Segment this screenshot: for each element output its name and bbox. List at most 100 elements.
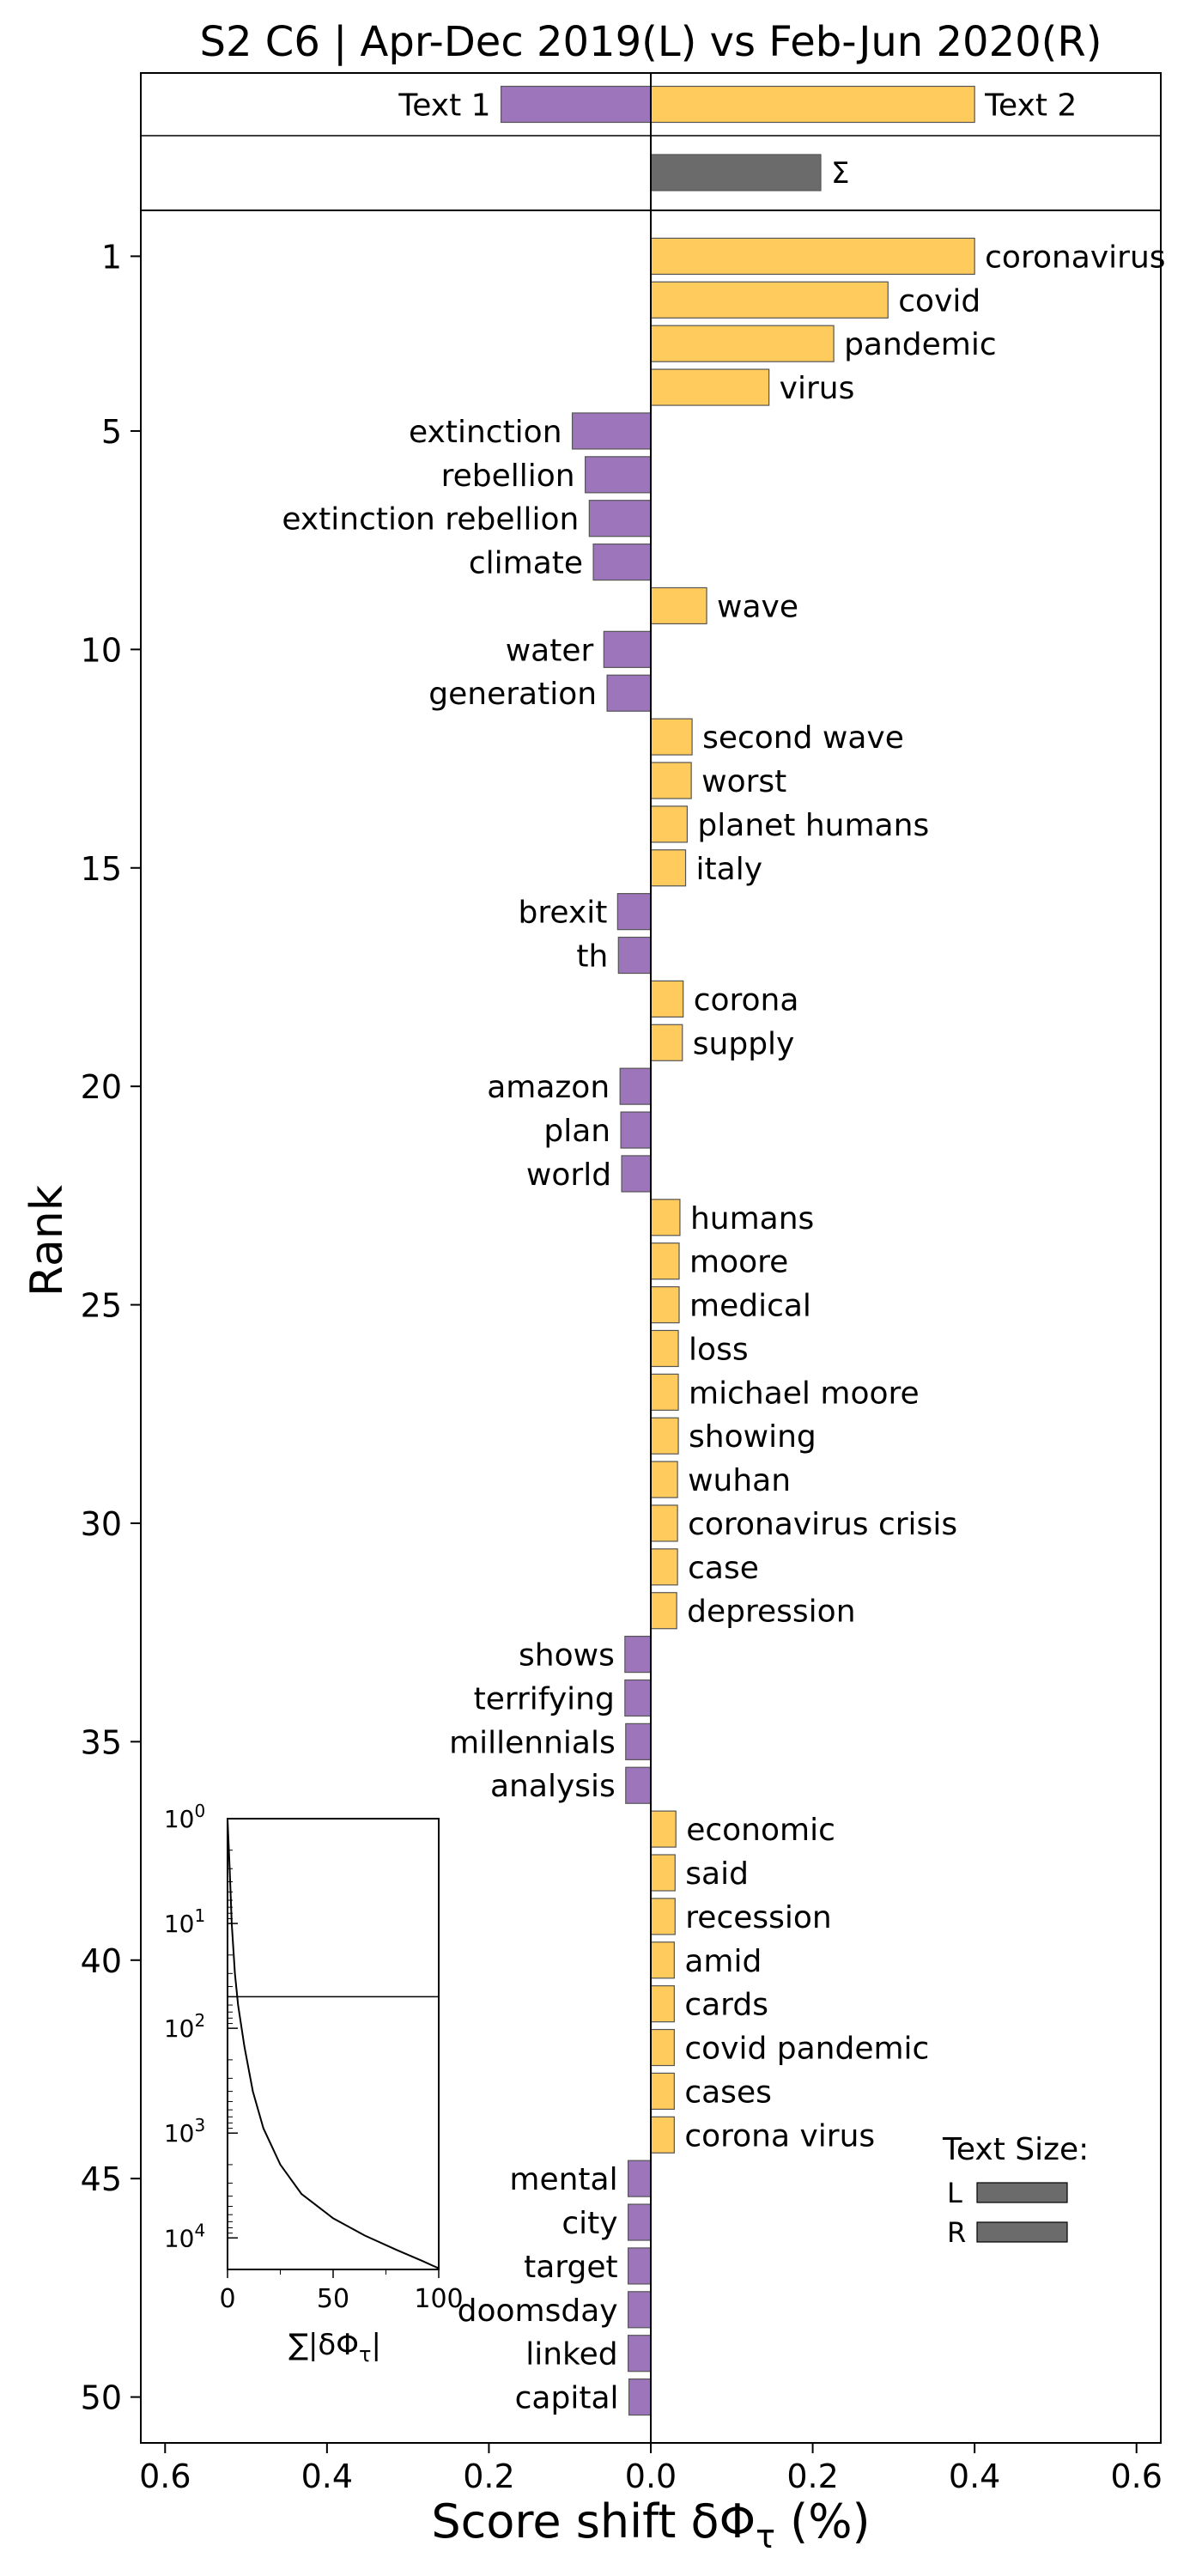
word-bar-rank-46 <box>627 2203 652 2241</box>
word-label-rank-17: th <box>576 939 608 975</box>
word-label-rank-4: virus <box>780 371 855 406</box>
inset-y-tick-label-1: 101 <box>164 1905 205 1938</box>
word-label-rank-34: terrifying <box>474 1681 615 1716</box>
word-bar-rank-7 <box>588 500 652 538</box>
word-label-rank-48: doomsday <box>458 2293 618 2329</box>
word-label-rank-23: humans <box>690 1201 814 1236</box>
word-bar-rank-48 <box>627 2291 652 2329</box>
word-bar-rank-25 <box>650 1285 680 1324</box>
word-label-rank-39: recession <box>685 1900 831 1935</box>
word-label-rank-43: cases <box>684 2075 772 2110</box>
word-bar-rank-31 <box>650 1548 678 1586</box>
word-bar-rank-50 <box>628 2378 652 2416</box>
word-label-rank-49: linked <box>525 2337 617 2372</box>
word-label-rank-25: medical <box>689 1289 811 1324</box>
word-bar-rank-14 <box>650 805 689 843</box>
word-label-rank-27: michael moore <box>689 1376 920 1411</box>
word-bar-rank-15 <box>650 849 687 887</box>
word-label-rank-30: coronavirus crisis <box>688 1507 957 1542</box>
word-bar-rank-16 <box>616 893 652 931</box>
word-label-rank-18: corona <box>694 982 799 1018</box>
word-bar-rank-32 <box>650 1592 677 1630</box>
word-label-rank-28: showing <box>689 1419 817 1455</box>
word-label-rank-50: capital <box>515 2381 619 2416</box>
total-bar-2 <box>650 85 975 124</box>
word-bar-rank-26 <box>650 1329 679 1368</box>
word-bar-rank-2 <box>650 281 889 319</box>
word-bar-rank-43 <box>650 2072 675 2111</box>
total-label-2: Text 2 <box>984 88 1077 124</box>
inset-x-label: ∑|δΦτ| <box>288 2328 381 2366</box>
word-label-rank-29: wuhan <box>688 1463 791 1498</box>
word-label-rank-10: water <box>506 633 594 668</box>
sum-bar <box>650 154 822 191</box>
word-label-rank-26: loss <box>689 1332 749 1367</box>
y-tick-label-1: 1 <box>101 238 122 276</box>
inset-y-tick-label-4: 104 <box>164 2220 205 2252</box>
x-tick-label-4: 0.2 <box>786 2458 838 2495</box>
word-bar-rank-29 <box>650 1461 678 1498</box>
word-bar-rank-35 <box>625 1722 652 1760</box>
inset-x-label-main: ∑|δΦ <box>288 2328 359 2362</box>
word-label-rank-13: worst <box>701 764 786 799</box>
word-bar-rank-27 <box>650 1373 679 1411</box>
word-bar-rank-34 <box>624 1679 652 1717</box>
word-label-rank-11: generation <box>428 677 597 712</box>
inset-x-tick-label-0: 0 <box>219 2284 235 2314</box>
word-bar-rank-41 <box>650 1985 675 2023</box>
y-tick-label-50: 50 <box>81 2379 122 2417</box>
word-bar-rank-8 <box>592 543 652 581</box>
y-tick-label-40: 40 <box>81 1942 122 1980</box>
x-axis-label-subscript: τ <box>756 2518 775 2555</box>
word-label-rank-15: italy <box>696 852 762 887</box>
word-label-rank-46: city <box>562 2206 617 2241</box>
inset-frame <box>227 1818 440 2270</box>
total-bar-1 <box>500 85 652 124</box>
word-label-rank-37: economic <box>686 1813 835 1848</box>
word-label-rank-3: pandemic <box>844 327 997 362</box>
word-bar-rank-33 <box>624 1636 652 1674</box>
word-bar-rank-22 <box>621 1155 652 1193</box>
word-bar-rank-38 <box>650 1854 676 1892</box>
word-label-rank-8: climate <box>469 546 583 581</box>
totals-panel: Text 1 Text 2 Σ <box>140 72 1162 211</box>
chart-title: S2 C6 | Apr-Dec 2019(L) vs Feb-Jun 2020(… <box>200 18 1102 66</box>
word-bar-rank-17 <box>617 936 652 975</box>
y-tick-label-30: 30 <box>81 1505 122 1543</box>
x-axis-label: Score shift δΦτ (%) <box>431 2494 870 2555</box>
y-tick-label-20: 20 <box>81 1068 122 1106</box>
word-bar-rank-13 <box>650 762 692 799</box>
word-label-rank-40: amid <box>684 1944 762 1979</box>
y-tick-label-5: 5 <box>101 413 122 451</box>
word-bar-rank-6 <box>585 456 652 494</box>
x-tick-label-2: 0.2 <box>463 2458 514 2495</box>
word-bar-rank-18 <box>650 980 684 1018</box>
word-label-rank-1: coronavirus <box>985 240 1165 275</box>
word-bar-rank-11 <box>606 674 652 712</box>
word-bar-rank-5 <box>571 412 652 450</box>
cumulative-inset: 100 101 102 103 104 0 50 100 ∑|δΦτ| <box>164 1801 464 2366</box>
word-bar-rank-30 <box>650 1504 678 1542</box>
inset-cumulative-curve <box>227 1818 440 2269</box>
word-bar-rank-20 <box>619 1067 652 1105</box>
word-label-rank-12: second wave <box>702 720 904 756</box>
word-label-rank-35: millennials <box>449 1725 616 1760</box>
x-tick-label-0: 0.6 <box>139 2458 191 2495</box>
y-axis-label: Rank <box>21 1185 73 1297</box>
word-label-rank-32: depression <box>687 1595 855 1630</box>
word-label-rank-2: covid <box>898 283 980 319</box>
word-bar-rank-40 <box>650 1941 675 1979</box>
x-tick-label-5: 0.4 <box>949 2458 1000 2495</box>
y-tick-label-15: 15 <box>81 850 122 888</box>
total-label-1: Text 1 <box>398 88 490 124</box>
word-label-rank-21: plan <box>543 1114 610 1149</box>
word-bar-rank-47 <box>627 2247 652 2285</box>
word-bar-rank-28 <box>650 1417 679 1455</box>
word-label-rank-38: said <box>685 1856 749 1892</box>
text-size-legend-bar-R <box>976 2221 1068 2243</box>
text-size-legend-bar-L <box>976 2182 1068 2203</box>
word-label-rank-22: world <box>526 1157 611 1193</box>
y-tick-label-35: 35 <box>81 1723 122 1761</box>
